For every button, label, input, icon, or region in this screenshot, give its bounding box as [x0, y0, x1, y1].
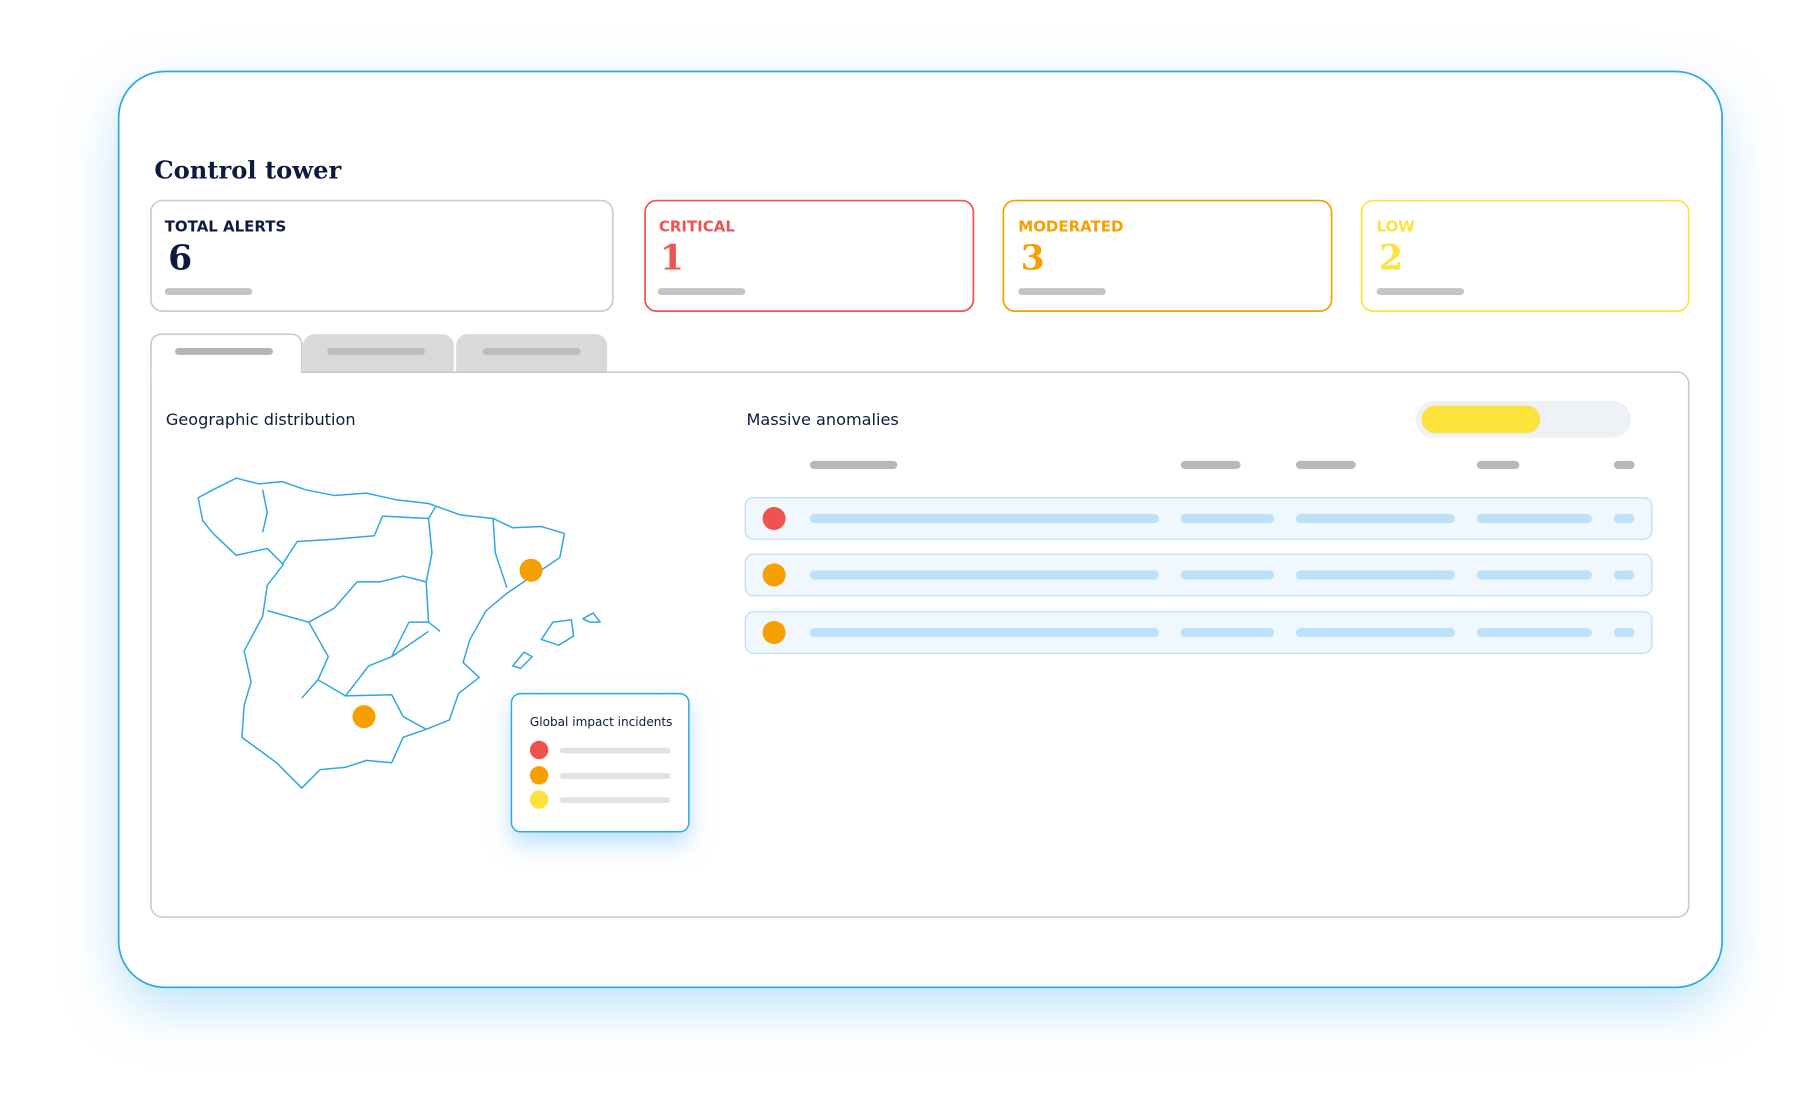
- tab[interactable]: [456, 334, 608, 381]
- table-row[interactable]: [744, 497, 1653, 540]
- card-label: MODERATED: [1018, 218, 1123, 236]
- table-row[interactable]: [744, 611, 1653, 654]
- table-header: [809, 460, 1635, 469]
- card-value: 2: [1379, 239, 1403, 279]
- card-value: 6: [168, 239, 192, 279]
- legend-title: Global impact incidents: [530, 715, 673, 729]
- card-label: TOTAL ALERTS: [165, 218, 287, 236]
- map-marker[interactable]: [519, 558, 543, 582]
- map: [197, 477, 601, 789]
- card-moderated[interactable]: MODERATED 3: [1002, 199, 1333, 313]
- title: Control tower: [154, 156, 341, 185]
- section-title: Massive anomalies: [746, 410, 898, 429]
- card-total[interactable]: TOTAL ALERTS 6: [150, 199, 614, 313]
- card-label: LOW: [1377, 218, 1416, 236]
- card-low[interactable]: LOW 2: [1360, 199, 1690, 313]
- tab[interactable]: [302, 334, 454, 381]
- card-value: 3: [1021, 239, 1045, 279]
- card-value: 1: [660, 239, 684, 279]
- section-title: Geographic distribution: [166, 410, 356, 429]
- map-marker[interactable]: [352, 705, 376, 729]
- card-critical[interactable]: CRITICAL 1: [644, 199, 975, 313]
- card-label: CRITICAL: [659, 218, 735, 236]
- legend: Global impact incidents: [510, 692, 690, 833]
- table-row[interactable]: [744, 553, 1653, 597]
